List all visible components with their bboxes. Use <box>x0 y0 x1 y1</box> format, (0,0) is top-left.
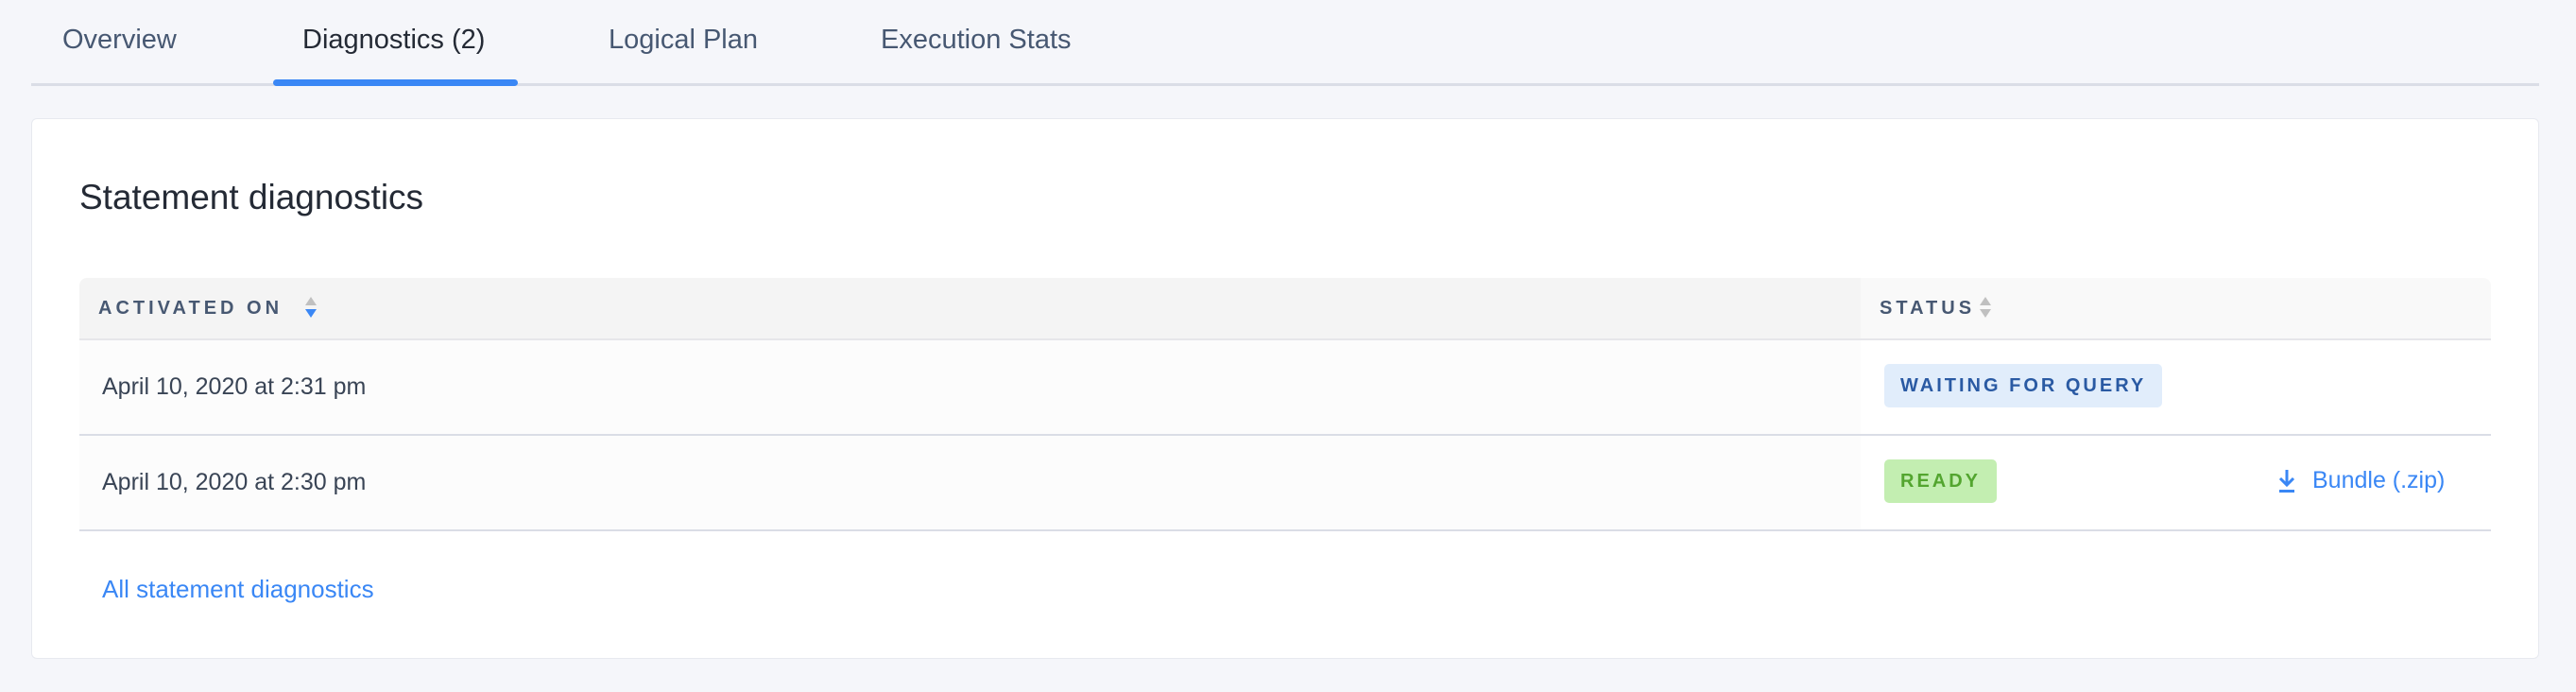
tab-logical-plan[interactable]: Logical Plan <box>609 25 758 55</box>
status-badge: WAITING FOR QUERY <box>1884 364 2163 407</box>
column-activated-on[interactable]: ACTIVATED ON <box>98 298 283 319</box>
table-row: April 10, 2020 at 2:31 pm WAITING FOR QU… <box>79 340 2491 436</box>
table-header: ACTIVATED ON STATUS <box>79 278 2491 340</box>
sort-descending-icon[interactable] <box>304 295 318 320</box>
diagnostics-table: ACTIVATED ON STATUS April 10, 2020 at 2:… <box>79 278 2491 531</box>
download-bundle-label: Bundle (.zip) <box>2312 467 2446 493</box>
download-bundle-link[interactable]: Bundle (.zip) <box>2276 467 2445 494</box>
statement-diagnostics-card: Statement diagnostics ACTIVATED ON STATU… <box>31 118 2539 659</box>
table-row: April 10, 2020 at 2:30 pm READY Bundle (… <box>79 436 2491 531</box>
all-statement-diagnostics-link[interactable]: All statement diagnostics <box>102 575 374 603</box>
tab-diagnostics[interactable]: Diagnostics (2) <box>302 25 486 55</box>
header-cell-activated-on: ACTIVATED ON <box>79 278 1861 338</box>
tab-execution-stats[interactable]: Execution Stats <box>881 25 1072 55</box>
status-badge: READY <box>1884 459 1998 503</box>
header-cell-status: STATUS <box>1861 278 2491 338</box>
sort-icon[interactable] <box>1979 295 1992 320</box>
activated-on-cell: April 10, 2020 at 2:31 pm <box>102 373 367 400</box>
card-title: Statement diagnostics <box>79 178 424 216</box>
download-icon <box>2278 469 2295 493</box>
tab-bar: Overview Diagnostics (2) Logical Plan Ex… <box>31 0 2539 86</box>
activated-on-cell: April 10, 2020 at 2:30 pm <box>102 469 367 495</box>
active-tab-indicator <box>273 79 518 86</box>
column-status[interactable]: STATUS <box>1880 298 1976 319</box>
tab-overview[interactable]: Overview <box>62 25 177 55</box>
